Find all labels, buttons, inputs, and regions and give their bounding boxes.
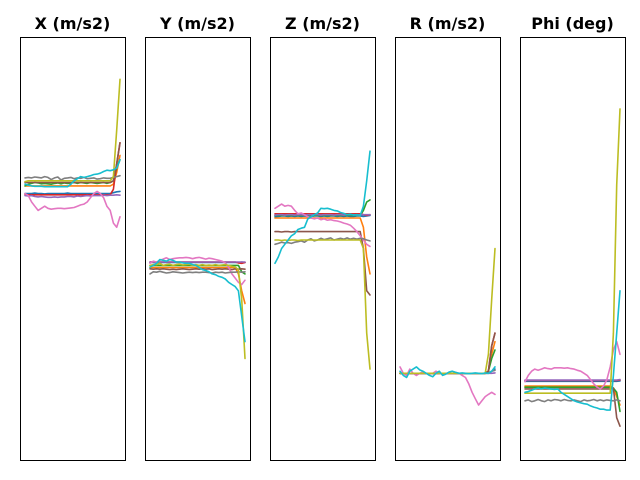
- series-line-x-8: [24, 174, 121, 181]
- series-line-r-10: [399, 366, 496, 379]
- panel-title-y: Y (m/s2): [159, 14, 235, 33]
- series-line-phi-10: [524, 289, 621, 411]
- panel-frame-phi: [520, 37, 626, 461]
- panel-title-x: X (m/s2): [35, 14, 111, 33]
- series-line-r-9: [399, 247, 496, 375]
- series-line-r-4: [399, 332, 496, 375]
- panel-x: X (m/s2): [20, 14, 126, 461]
- panel-title-z: Z (m/s2): [285, 14, 360, 33]
- panel-title-r: R (m/s2): [410, 14, 486, 33]
- series-line-x-6: [24, 142, 121, 184]
- series-line-x-9: [24, 78, 121, 183]
- series-line-z-8: [274, 237, 371, 246]
- panel-title-phi: Phi (deg): [531, 14, 614, 33]
- panel-lines-y: [149, 256, 246, 360]
- series-line-y-8: [149, 270, 246, 275]
- panel-z: Z (m/s2): [270, 14, 376, 461]
- panel-lines-r: [399, 247, 496, 406]
- series-line-phi-3: [524, 386, 621, 413]
- series-line-x-7: [24, 190, 121, 229]
- panel-frame-y: [145, 37, 251, 461]
- panel-y: Y (m/s2): [145, 14, 251, 461]
- series-line-z-2: [274, 217, 371, 275]
- panel-frame-z: [270, 37, 376, 461]
- series-line-phi-7: [524, 340, 621, 390]
- panel-frame-r: [395, 37, 501, 461]
- series-line-y-6: [149, 267, 246, 271]
- series-line-z-4: [274, 213, 371, 217]
- panel-r: R (m/s2): [395, 14, 501, 461]
- series-line-z-9: [274, 239, 371, 370]
- series-line-z-10: [274, 150, 371, 265]
- series-line-phi-5: [524, 378, 621, 381]
- series-line-y-7: [149, 256, 246, 286]
- series-line-phi-9: [524, 108, 621, 395]
- panel-frame-x: [20, 37, 126, 461]
- series-line-z-7: [274, 203, 371, 248]
- series-line-r-3: [399, 349, 496, 375]
- series-line-y-10: [149, 258, 246, 343]
- panel-lines-x: [24, 78, 121, 229]
- panel-lines-phi: [524, 108, 621, 428]
- series-line-x-10: [24, 158, 121, 188]
- series-line-z-6: [274, 230, 371, 296]
- series-line-r-6: [399, 332, 496, 375]
- panel-lines-z: [274, 150, 371, 370]
- series-line-x-5: [24, 194, 121, 199]
- series-line-x-1: [24, 190, 121, 195]
- panel-phi: Phi (deg): [520, 14, 626, 461]
- series-line-y-9: [149, 262, 246, 360]
